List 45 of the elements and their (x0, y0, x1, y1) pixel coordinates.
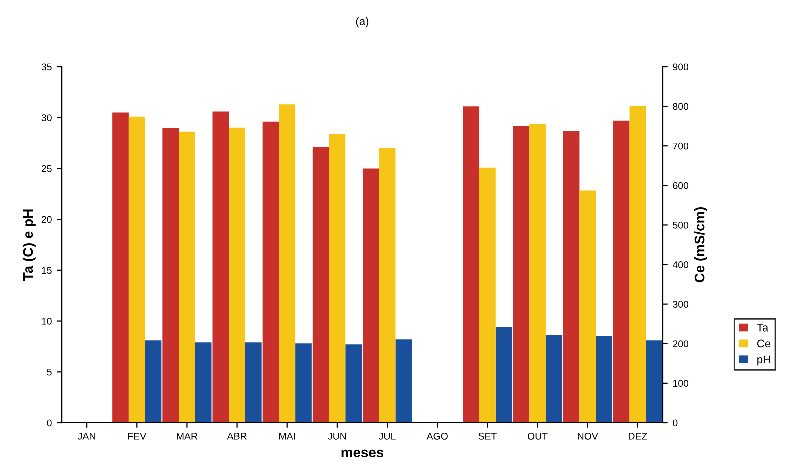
x-tick-label: JAN (78, 433, 96, 440)
x-tick-label: NOV (578, 432, 598, 440)
y-tick-label: 15 (42, 267, 52, 274)
y-tick-label: 35 (42, 64, 52, 71)
x-tick-label: DEZ (629, 433, 648, 440)
y2-tick-label: 200 (673, 340, 689, 348)
x-tick-label: JUL (379, 433, 396, 440)
bar (195, 342, 212, 423)
x-tick-label: JUN (328, 433, 346, 440)
y2-tick-label: 900 (673, 64, 689, 71)
x-tick-label: AGO (426, 432, 448, 440)
x-tick-label: MAI (280, 433, 296, 440)
y-tick-label: 30 (42, 114, 52, 122)
y2-tick-label: 0 (673, 420, 678, 427)
x-tick-label: MAR (177, 433, 198, 440)
bar (546, 336, 562, 423)
x-tick-label: SET (478, 432, 497, 440)
y-axis-title: Ta (C) e pH (22, 210, 36, 281)
bar (396, 340, 412, 423)
y2-tick-label: 600 (673, 182, 689, 190)
y-tick-label: 25 (42, 165, 52, 172)
y-tick-label: 10 (42, 318, 52, 325)
y2-tick-label: 400 (672, 262, 689, 268)
x-axis-title: meses (342, 450, 384, 458)
y-tick-label: 0 (47, 420, 52, 427)
bar (346, 344, 362, 423)
y2-tick-label: 500 (673, 222, 689, 229)
bar (296, 344, 312, 423)
y2-tick-label: 300 (673, 301, 689, 308)
y2-tick-label: 800 (673, 103, 689, 110)
y2-tick-label: 700 (673, 142, 689, 150)
bar (245, 342, 262, 423)
bar (646, 340, 662, 423)
bar (145, 340, 162, 423)
y-tick-label: 5 (47, 368, 52, 376)
y2-tick-label: 100 (673, 380, 689, 388)
x-tick-label: OUT (528, 432, 548, 440)
y2-axis-title: Ce (mS/cm) (694, 207, 708, 283)
x-tick-label: ABR (227, 433, 247, 440)
legend-label: Ce (757, 340, 771, 348)
chart-title: (a) (356, 17, 369, 28)
legend-label: pH (758, 356, 770, 366)
y-tick-label: 20 (42, 216, 52, 224)
legend-label: Ta (757, 324, 769, 332)
x-tick-label: FEV (128, 433, 147, 440)
